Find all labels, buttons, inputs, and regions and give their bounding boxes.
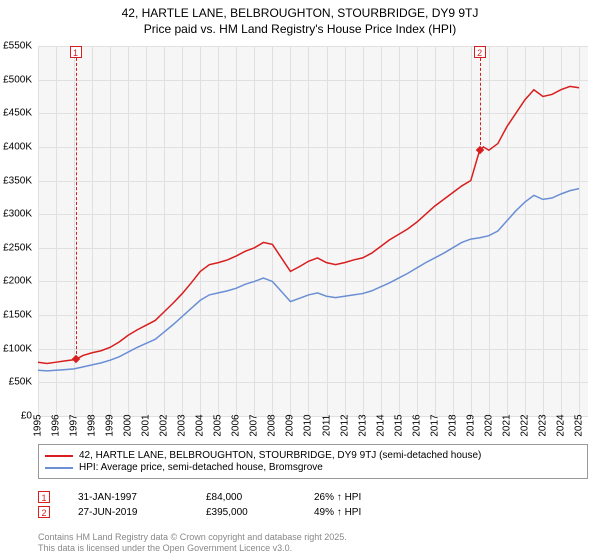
x-tick-label: 2001 — [141, 414, 152, 436]
y-tick-label: £500K — [3, 74, 32, 85]
x-tick-label: 2016 — [411, 414, 422, 436]
x-tick-label: 2018 — [447, 414, 458, 436]
x-tick-label: 2025 — [573, 414, 584, 436]
x-tick-label: 2022 — [519, 414, 530, 436]
sales-price: £395,000 — [206, 507, 286, 518]
attribution: Contains HM Land Registry data © Crown c… — [38, 532, 347, 554]
y-tick-label: £550K — [3, 41, 32, 52]
legend-row: 42, HARTLE LANE, BELBROUGHTON, STOURBRID… — [45, 450, 581, 461]
x-tick-label: 2014 — [375, 414, 386, 436]
legend-swatch — [45, 455, 73, 457]
y-tick-label: £0 — [21, 411, 32, 422]
legend: 42, HARTLE LANE, BELBROUGHTON, STOURBRID… — [38, 444, 588, 479]
x-tick-label: 2020 — [483, 414, 494, 436]
x-tick-label: 2003 — [177, 414, 188, 436]
legend-label: 42, HARTLE LANE, BELBROUGHTON, STOURBRID… — [79, 450, 481, 461]
sales-date: 31-JAN-1997 — [78, 492, 178, 503]
x-tick-label: 2005 — [213, 414, 224, 436]
x-tick-label: 2023 — [537, 414, 548, 436]
sales-badge: 1 — [38, 491, 50, 503]
line-plot — [38, 46, 588, 416]
y-tick-label: £250K — [3, 242, 32, 253]
chart-area: 12 £0£50K£100K£150K£200K£250K£300K£350K£… — [38, 46, 588, 416]
title-line1: 42, HARTLE LANE, BELBROUGHTON, STOURBRID… — [0, 6, 600, 22]
sales-row: 1 31-JAN-1997 £84,000 26% ↑ HPI — [38, 491, 588, 503]
x-tick-label: 2024 — [555, 414, 566, 436]
x-tick-label: 1997 — [69, 414, 80, 436]
legend-swatch — [45, 467, 73, 469]
x-tick-label: 2015 — [393, 414, 404, 436]
x-tick-label: 2009 — [285, 414, 296, 436]
x-tick-label: 1999 — [105, 414, 116, 436]
x-tick-label: 1998 — [87, 414, 98, 436]
x-tick-label: 2000 — [123, 414, 134, 436]
x-tick-label: 1996 — [51, 414, 62, 436]
legend-row: HPI: Average price, semi-detached house,… — [45, 462, 581, 473]
y-tick-label: £400K — [3, 141, 32, 152]
x-tick-label: 2006 — [231, 414, 242, 436]
y-tick-label: £200K — [3, 276, 32, 287]
root: 42, HARTLE LANE, BELBROUGHTON, STOURBRID… — [0, 0, 600, 560]
x-tick-label: 2010 — [303, 414, 314, 436]
sales-row: 2 27-JUN-2019 £395,000 49% ↑ HPI — [38, 506, 588, 518]
attribution-line1: Contains HM Land Registry data © Crown c… — [38, 532, 347, 543]
attribution-line2: This data is licensed under the Open Gov… — [38, 543, 347, 554]
sales-table: 1 31-JAN-1997 £84,000 26% ↑ HPI 2 27-JUN-2019… — [38, 488, 588, 521]
sales-pct: 26% ↑ HPI — [314, 492, 361, 503]
x-tick-label: 2011 — [321, 415, 332, 437]
y-tick-label: £50K — [9, 377, 32, 388]
chart-title: 42, HARTLE LANE, BELBROUGHTON, STOURBRID… — [0, 0, 600, 37]
y-tick-label: £300K — [3, 209, 32, 220]
sales-pct: 49% ↑ HPI — [314, 507, 361, 518]
x-tick-label: 2019 — [465, 414, 476, 436]
y-tick-label: £150K — [3, 310, 32, 321]
y-tick-label: £100K — [3, 343, 32, 354]
x-tick-label: 2008 — [267, 414, 278, 436]
x-tick-label: 2021 — [501, 414, 512, 436]
y-tick-label: £450K — [3, 108, 32, 119]
series-price_paid — [38, 86, 579, 363]
legend-label: HPI: Average price, semi-detached house,… — [79, 462, 323, 473]
x-tick-label: 1995 — [33, 414, 44, 436]
x-tick-label: 2002 — [159, 414, 170, 436]
title-line2: Price paid vs. HM Land Registry's House … — [0, 22, 600, 38]
series-hpi — [38, 189, 579, 371]
x-tick-label: 2012 — [339, 414, 350, 436]
x-tick-label: 2004 — [195, 414, 206, 436]
sales-price: £84,000 — [206, 492, 286, 503]
x-tick-label: 2017 — [429, 414, 440, 436]
y-tick-label: £350K — [3, 175, 32, 186]
sales-badge: 2 — [38, 506, 50, 518]
sales-date: 27-JUN-2019 — [78, 507, 178, 518]
x-tick-label: 2007 — [249, 414, 260, 436]
x-tick-label: 2013 — [357, 414, 368, 436]
